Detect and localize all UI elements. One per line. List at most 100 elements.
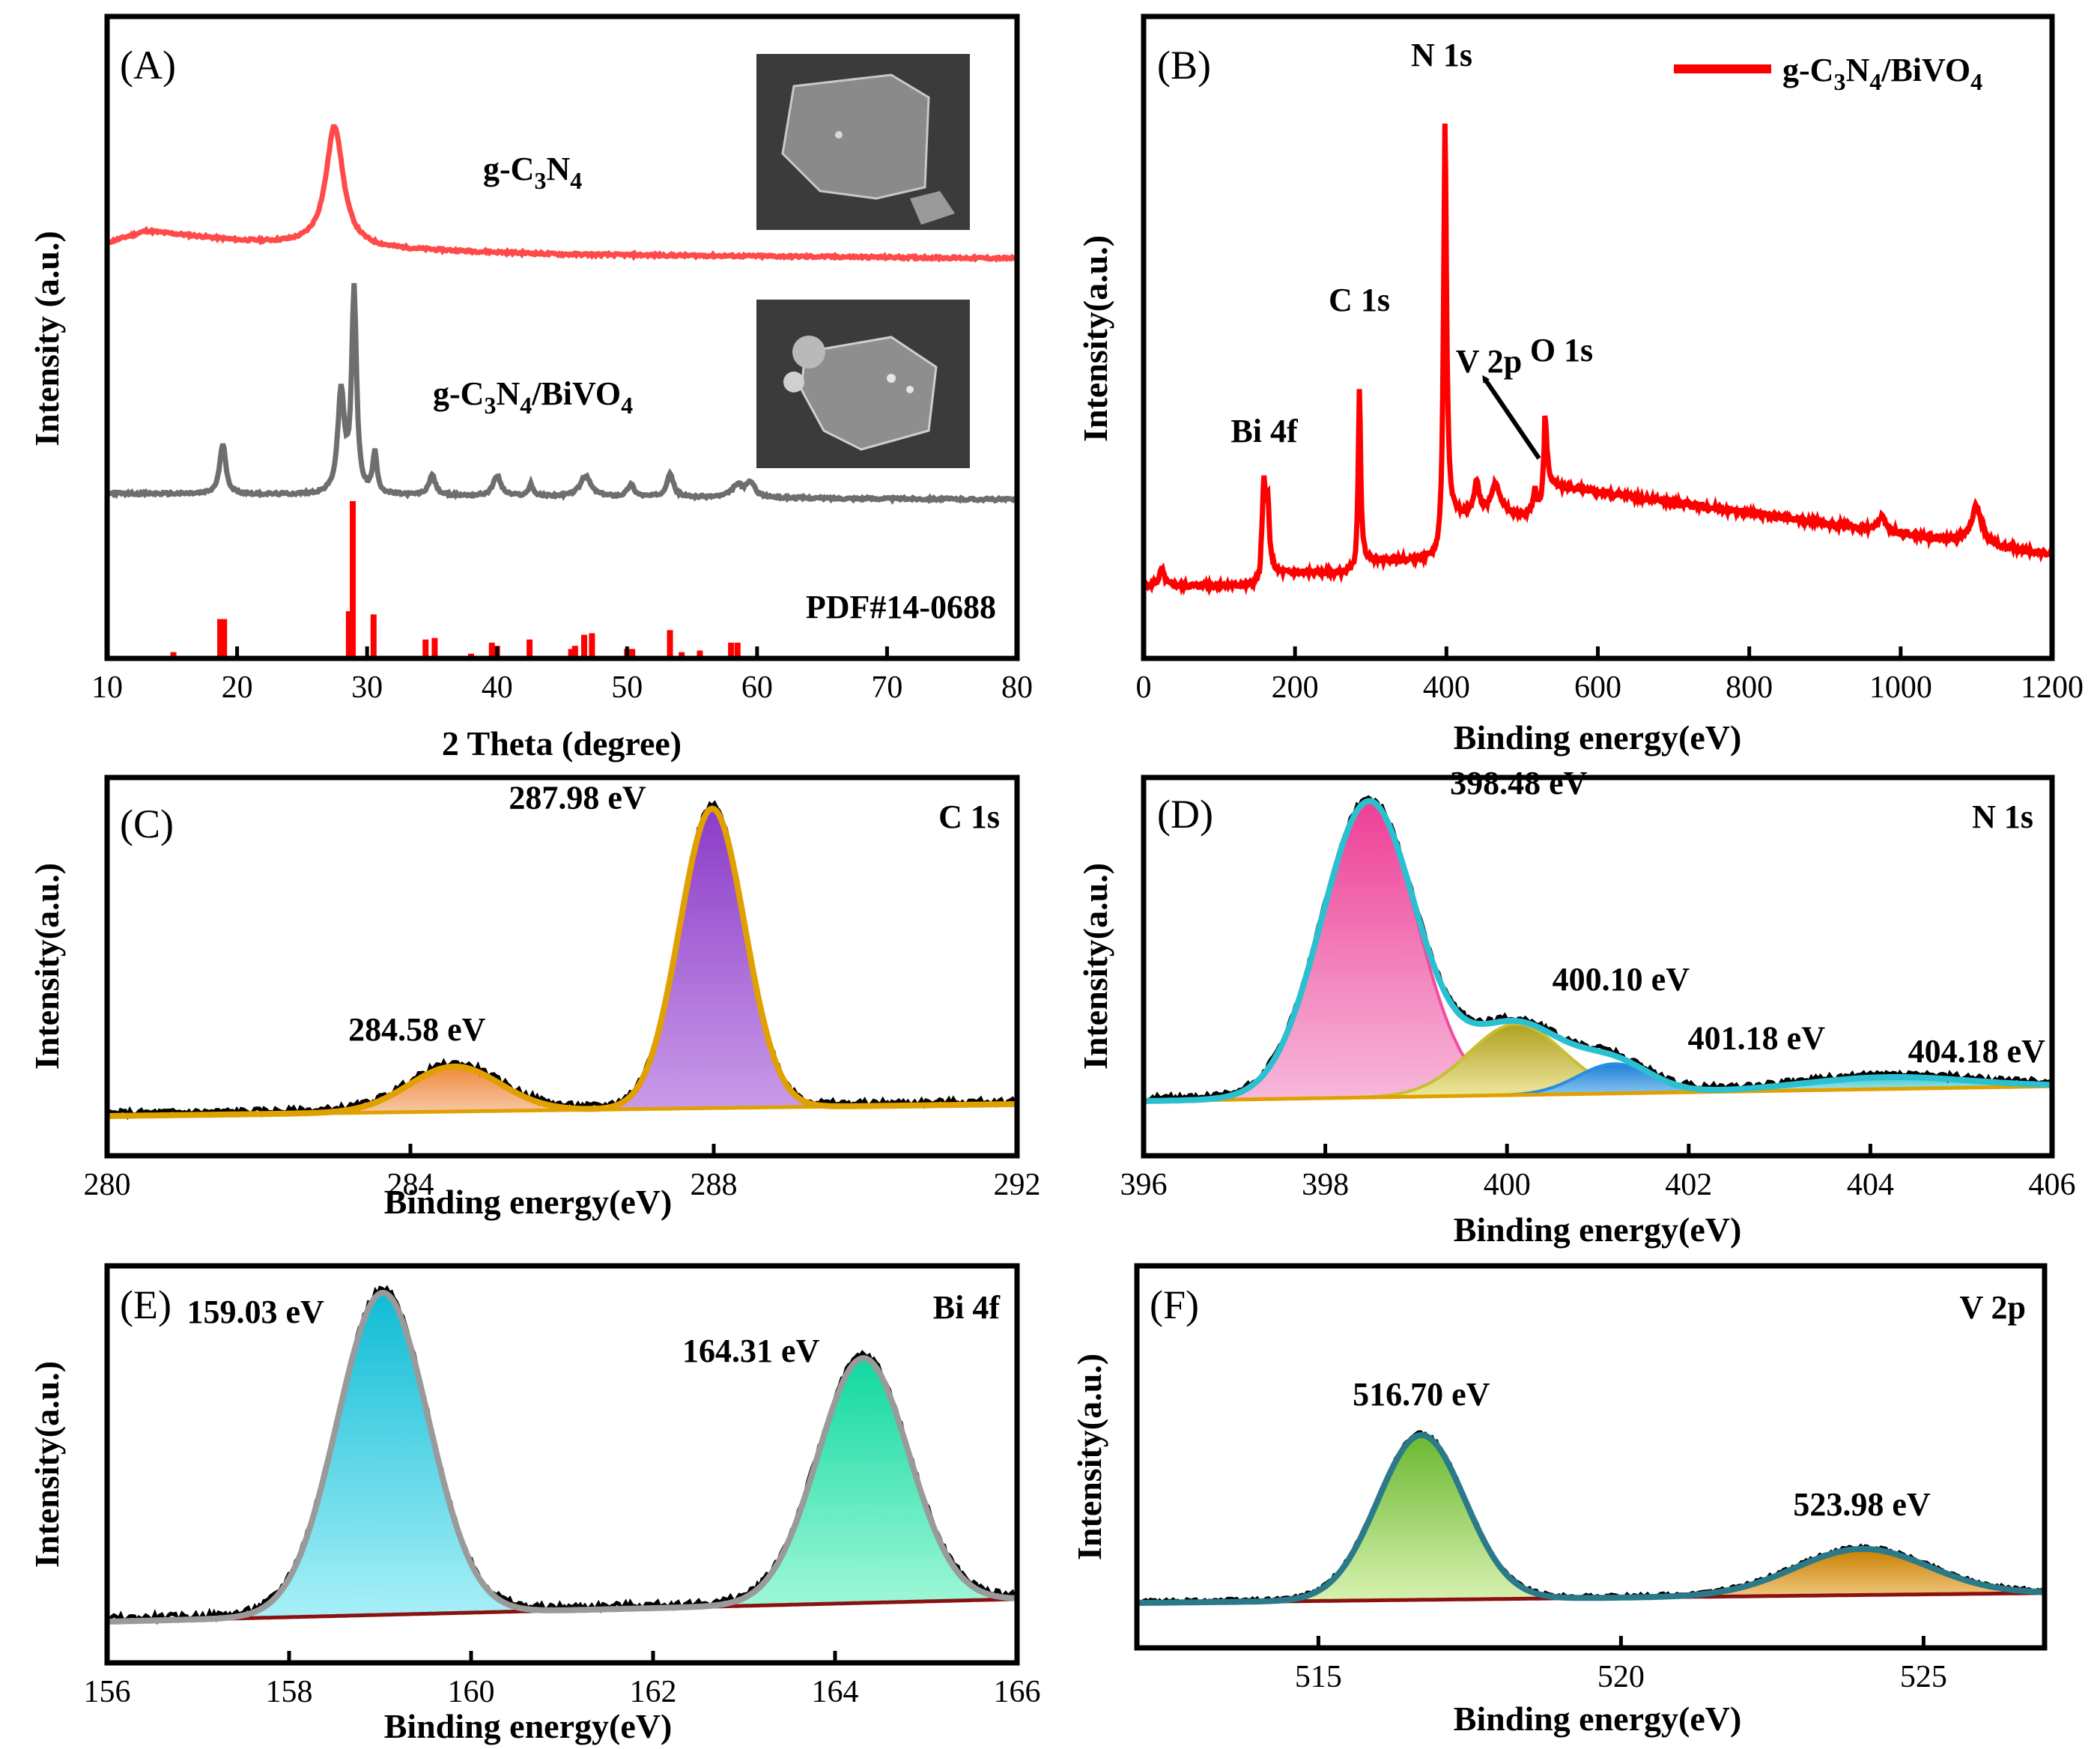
panel-c-element: C 1s bbox=[938, 798, 1000, 835]
panel-a-ylabel: Intensity (a.u.) bbox=[28, 231, 66, 446]
fit-component-159-03-eV bbox=[201, 1291, 566, 1621]
panel-b-xlabel: Binding energy(eV) bbox=[1454, 718, 1742, 757]
survey-spectrum-line bbox=[1141, 123, 2054, 597]
panel-e-ylabel: Intensity(a.u.) bbox=[28, 1361, 66, 1568]
peak-label: 287.98 eV bbox=[509, 779, 646, 816]
panel-d: 398.48 eV 400.10 eV 401.18 eV 404.18 eV 396 3… bbox=[1076, 765, 2076, 1249]
panel-a-xlabel: 2 Theta (degree) bbox=[442, 724, 682, 763]
fit-envelope-line bbox=[1143, 798, 2053, 1104]
panel-a: 10 20 30 40 50 60 70 80 (A) g-C3N4 g-C3N4/BiVO4… bbox=[28, 13, 1033, 763]
x-tick-label: 800 bbox=[1726, 670, 1773, 705]
panel-d-label: (D) bbox=[1157, 792, 1213, 837]
x-tick-label: 406 bbox=[2029, 1168, 2076, 1202]
background-line bbox=[1144, 1084, 2052, 1103]
x-tick-label: 60 bbox=[741, 670, 773, 705]
panel-c-xlabel: Binding energy(eV) bbox=[384, 1183, 673, 1221]
xrd-pattern-g-C3N4-BiVO4 bbox=[105, 282, 1019, 505]
x-tick-label: 70 bbox=[871, 670, 902, 705]
panel-c-label: (C) bbox=[120, 801, 174, 846]
x-tick-label: 280 bbox=[84, 1168, 131, 1202]
x-tick-label: 200 bbox=[1272, 670, 1319, 705]
x-tick-label: 80 bbox=[1001, 670, 1033, 705]
panel-b-ylabel: Intensity(a.u.) bbox=[1076, 235, 1114, 442]
sem-inset-gc3n4-bivo4 bbox=[756, 300, 970, 468]
peak-label: 284.58 eV bbox=[348, 1011, 486, 1048]
x-tick-label: 284 bbox=[387, 1168, 434, 1202]
panel-e-element: Bi 4f bbox=[933, 1289, 1001, 1326]
peak-label: 516.70 eV bbox=[1353, 1376, 1490, 1413]
peak-label: 398.48 eV bbox=[1450, 765, 1588, 801]
x-tick-label: 515 bbox=[1295, 1660, 1342, 1694]
survey-peak-label: C 1s bbox=[1329, 282, 1390, 318]
x-tick-label: 10 bbox=[91, 670, 123, 705]
panel-d-ylabel: Intensity(a.u.) bbox=[1076, 863, 1114, 1070]
x-tick-label: 288 bbox=[691, 1168, 738, 1202]
survey-peak-label: O 1s bbox=[1530, 332, 1593, 369]
x-tick-label: 396 bbox=[1120, 1168, 1168, 1202]
x-tick-label: 166 bbox=[994, 1675, 1041, 1709]
panel-f-label: (F) bbox=[1150, 1282, 1199, 1327]
series-label-gc3n4: g-C3N4 bbox=[483, 151, 582, 194]
xrd-pattern-g-C3N4 bbox=[105, 124, 1019, 264]
panel-b: Bi 4f C 1s N 1s V 2p O 1s 0 200 400 600 800 1000 12… bbox=[1076, 13, 2084, 757]
x-tick-label: 292 bbox=[994, 1168, 1041, 1202]
x-tick-label: 402 bbox=[1665, 1168, 1712, 1202]
x-tick-label: 160 bbox=[448, 1675, 495, 1709]
sem-inset-gc3n4 bbox=[756, 54, 970, 230]
panel-b-label: (B) bbox=[1157, 43, 1211, 88]
panel-e-frame bbox=[104, 1263, 1020, 1666]
x-tick-label: 1000 bbox=[1869, 670, 1932, 705]
x-tick-label: 600 bbox=[1574, 670, 1621, 705]
reference-label: PDF#14-0688 bbox=[806, 589, 996, 625]
x-tick-label: 1200 bbox=[2021, 670, 2084, 705]
panel-f-element: V 2p bbox=[1960, 1289, 2026, 1326]
panel-d-element: N 1s bbox=[1972, 798, 2033, 835]
x-tick-label: 30 bbox=[351, 670, 383, 705]
x-tick-label: 525 bbox=[1900, 1660, 1947, 1694]
panel-a-frame bbox=[104, 13, 1020, 661]
panel-f-frame bbox=[1134, 1263, 2048, 1651]
panel-e-label: (E) bbox=[120, 1282, 172, 1327]
x-tick-label: 158 bbox=[266, 1675, 313, 1709]
fit-envelope-line bbox=[106, 1289, 1018, 1625]
panel-e: 159.03 eV 164.31 eV 156 158 160 162 164 166 (E)… bbox=[28, 1263, 1041, 1745]
legend-label: g-C3N4/BiVO4 bbox=[1782, 52, 1982, 95]
panel-b-frame bbox=[1141, 13, 2055, 661]
fit-component-164-31-eV bbox=[681, 1357, 1019, 1610]
x-tick-label: 50 bbox=[611, 670, 643, 705]
x-tick-label: 398 bbox=[1302, 1168, 1349, 1202]
peak-label: 159.03 eV bbox=[186, 1294, 324, 1330]
x-tick-label: 164 bbox=[812, 1675, 859, 1709]
peak-label: 523.98 eV bbox=[1793, 1486, 1931, 1523]
survey-peak-label: Bi 4f bbox=[1230, 413, 1299, 449]
peak-label: 164.31 eV bbox=[682, 1333, 820, 1369]
x-tick-label: 20 bbox=[222, 670, 253, 705]
peak-label: 401.18 eV bbox=[1688, 1019, 1826, 1056]
panel-c-frame bbox=[104, 775, 1020, 1159]
x-tick-label: 404 bbox=[1847, 1168, 1894, 1202]
panel-d-frame bbox=[1141, 775, 2055, 1159]
panel-e-xlabel: Binding energy(eV) bbox=[384, 1707, 673, 1745]
panel-c-ylabel: Intensity(a.u.) bbox=[28, 863, 66, 1070]
peak-label: 400.10 eV bbox=[1553, 961, 1690, 998]
x-tick-label: 162 bbox=[630, 1675, 677, 1709]
panel-d-xlabel: Binding energy(eV) bbox=[1454, 1210, 1742, 1249]
series-label-gc3n4-bivo4: g-C3N4/BiVO4 bbox=[433, 375, 633, 419]
panel-f: 516.70 eV 523.98 eV 515 520 525 (F) V 2p Bin… bbox=[1070, 1263, 2048, 1738]
fit-component-516-70-eV bbox=[1246, 1433, 1596, 1604]
x-tick-label: 400 bbox=[1423, 670, 1470, 705]
raw-data-line bbox=[106, 800, 1019, 1121]
x-tick-label: 40 bbox=[482, 670, 513, 705]
panel-f-ylabel: Intensity(a.u.) bbox=[1070, 1354, 1108, 1560]
x-tick-label: 0 bbox=[1136, 670, 1152, 705]
v2p-arrow bbox=[1482, 375, 1541, 460]
panel-a-label: (A) bbox=[120, 43, 176, 88]
fit-envelope-line bbox=[1137, 1431, 2045, 1606]
panel-f-xlabel: Binding energy(eV) bbox=[1454, 1700, 1742, 1738]
survey-peak-label: N 1s bbox=[1411, 37, 1472, 73]
fit-envelope-line bbox=[107, 805, 1017, 1119]
peak-label: 404.18 eV bbox=[1908, 1033, 2046, 1070]
fit-component-287-98-eV bbox=[580, 807, 844, 1112]
